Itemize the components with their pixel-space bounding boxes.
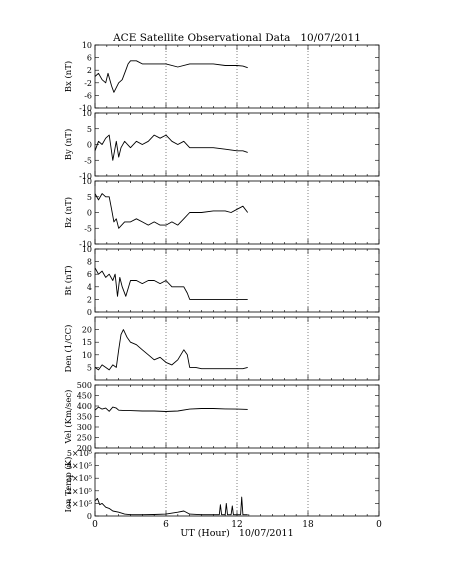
y-tick-label: 0 <box>87 512 92 521</box>
x-tick-label: 12 <box>231 520 242 530</box>
y-axis-label: Den (1/CC) <box>63 325 74 373</box>
y-axis-label: Bz (nT) <box>63 197 74 228</box>
y-tick-label: -10 <box>79 104 92 113</box>
y-tick-label: 250 <box>77 434 92 443</box>
panels-group: 10 6 2 -2 -6 -10 Bx (nT) 10 5 0 -5 -10 By (nT) 10 5 0 -5… <box>63 41 380 521</box>
y-tick-label: 1×10⁵ <box>67 499 92 508</box>
x-axis-label: UT (Hour) 10/07/2011 <box>180 528 293 539</box>
y-tick-label: 5 <box>87 125 92 134</box>
x-axis: 0 6 12 18 0 <box>92 520 382 530</box>
y-tick-label: 400 <box>77 402 92 411</box>
series-line <box>94 329 248 371</box>
y-axis-label: Bt (nT) <box>63 265 74 295</box>
y-tick-label: 5×10⁵ <box>67 449 92 458</box>
y-tick-label: 2 <box>87 66 92 75</box>
x-tick-label: 18 <box>302 520 314 530</box>
y-tick-label: 6 <box>87 270 92 279</box>
panel-5: 20 15 10 5 Den (1/CC) <box>63 316 380 381</box>
y-tick-label: 2 <box>87 295 92 304</box>
series-line <box>94 496 248 516</box>
y-tick-label: 0 <box>87 308 92 317</box>
y-tick-label: 350 <box>77 413 92 422</box>
y-tick-label: -5 <box>84 156 92 165</box>
y-tick-label: 3×10⁵ <box>67 474 92 483</box>
y-axis-label: By (nT) <box>63 129 74 161</box>
y-axis-label: Ion Temp (K) <box>63 457 74 513</box>
panel-7: 5×10⁵ 4×10⁵ 3×10⁵ 2×10⁵ 1×10⁵ 0 Ion Temp (K) <box>63 449 380 521</box>
series-line <box>94 267 248 300</box>
panel-1: 10 6 2 -2 -6 -10 Bx (nT) <box>63 41 380 113</box>
y-tick-label: 10 <box>82 177 92 186</box>
y-tick-label: -5 <box>84 224 92 233</box>
series-line <box>94 60 248 93</box>
y-tick-label: 10 <box>82 351 92 360</box>
x-tick-label: 0 <box>92 520 98 530</box>
y-tick-label: 20 <box>82 326 92 335</box>
x-tick-label: 0 <box>376 520 382 530</box>
y-tick-label: 4 <box>87 283 92 292</box>
x-tick-label: 6 <box>163 520 169 530</box>
y-tick-label: 10 <box>82 41 92 50</box>
y-tick-label: 200 <box>77 444 92 453</box>
y-tick-label: -10 <box>79 240 92 249</box>
y-tick-label: 5 <box>87 193 92 202</box>
y-axis-label: Vel (Km/sec) <box>63 390 74 445</box>
series-line <box>94 193 249 229</box>
panel-3: 10 5 0 -5 -10 Bz (nT) <box>63 177 380 249</box>
y-tick-label: 6 <box>87 54 92 63</box>
y-tick-label: -10 <box>79 172 92 181</box>
y-tick-label: 2×10⁵ <box>67 487 92 496</box>
y-tick-label: -2 <box>84 79 92 88</box>
y-tick-label: 4×10⁵ <box>67 462 92 471</box>
panel-2: 10 5 0 -5 -10 By (nT) <box>63 109 380 181</box>
y-tick-label: 5 <box>87 363 92 372</box>
chart-title: ACE Satellite Observational Data 10/07/2… <box>112 32 361 44</box>
y-tick-label: 0 <box>87 141 92 150</box>
y-tick-label: 15 <box>82 338 92 347</box>
y-axis-label: Bx (nT) <box>63 61 74 93</box>
y-tick-label: 0 <box>87 209 92 218</box>
series-line <box>94 134 248 161</box>
y-tick-label: 500 <box>77 381 92 390</box>
series-line <box>94 406 248 412</box>
y-tick-label: 10 <box>82 109 92 118</box>
y-tick-label: -6 <box>84 91 92 100</box>
y-tick-label: 10 <box>82 245 92 254</box>
y-tick-label: 8 <box>87 258 92 267</box>
y-tick-label: 300 <box>77 423 92 432</box>
y-tick-label: 450 <box>77 392 92 401</box>
panel-4: 10 8 6 4 2 0 Bt (nT) <box>63 245 380 317</box>
